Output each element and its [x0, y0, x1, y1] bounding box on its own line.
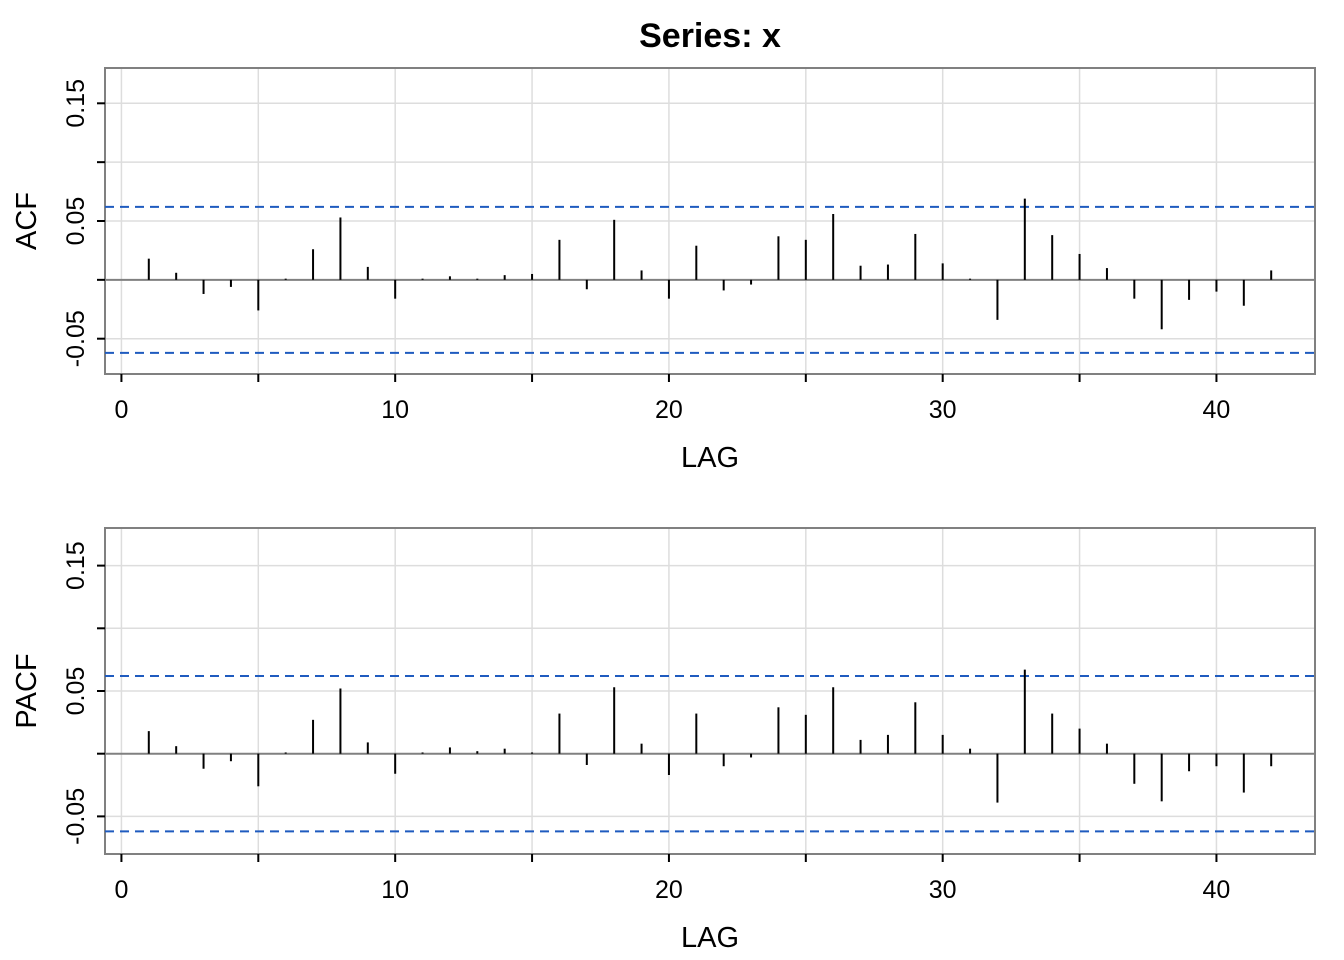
pacf-y-tick-label: 0.15	[62, 541, 90, 590]
pacf-x-tick-label: 20	[655, 876, 683, 904]
figure-title: Series: x	[639, 17, 781, 55]
pacf-panel: 0 10 20 30 40 -0.05 0.05 0.15 LAG PACF	[11, 527, 1316, 954]
acf-y-tick-label: 0.05	[62, 197, 90, 246]
acf-y-axis-label: ACF	[11, 192, 43, 250]
acf-x-axis-label: LAG	[681, 442, 739, 474]
pacf-y-tick-label: 0.05	[62, 667, 90, 716]
pacf-x-tick-label: 10	[381, 876, 409, 904]
pacf-x-axis-label: LAG	[681, 922, 739, 954]
acf-panel: 0 10 20 30 40 -0.05 0.05 0.15 LAG ACF	[11, 67, 1316, 474]
pacf-x-tick-label: 30	[929, 876, 957, 904]
pacf-x-tick-label: 40	[1203, 876, 1231, 904]
acf-y-tick-label: -0.05	[62, 310, 90, 367]
acf-x-tick-label: 40	[1203, 396, 1231, 424]
acf-x-tick-label: 0	[114, 396, 128, 424]
pacf-y-axis-label: PACF	[11, 653, 43, 728]
pacf-y-tick-label: -0.05	[62, 788, 90, 845]
acf-x-tick-label: 10	[381, 396, 409, 424]
acf-x-tick-label: 20	[655, 396, 683, 424]
acf-y-tick-label: 0.15	[62, 79, 90, 128]
pacf-x-tick-label: 0	[114, 876, 128, 904]
acf-x-tick-label: 30	[929, 396, 957, 424]
